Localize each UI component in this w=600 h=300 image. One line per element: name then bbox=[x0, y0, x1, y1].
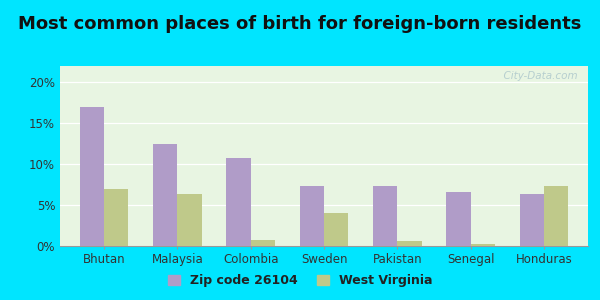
Bar bbox=[104, 189, 128, 246]
Bar bbox=[544, 186, 568, 246]
Bar bbox=[470, 244, 495, 246]
Bar bbox=[226, 158, 251, 246]
Bar bbox=[178, 194, 202, 246]
Bar bbox=[520, 194, 544, 246]
Bar bbox=[153, 144, 178, 246]
Bar bbox=[373, 186, 397, 246]
Bar bbox=[80, 107, 104, 246]
Bar bbox=[446, 192, 470, 246]
Text: City-Data.com: City-Data.com bbox=[497, 71, 577, 81]
Bar bbox=[251, 240, 275, 246]
Legend: Zip code 26104, West Virginia: Zip code 26104, West Virginia bbox=[164, 270, 436, 291]
Bar bbox=[397, 241, 422, 246]
Text: Most common places of birth for foreign-born residents: Most common places of birth for foreign-… bbox=[19, 15, 581, 33]
Bar bbox=[324, 213, 348, 246]
Bar bbox=[300, 186, 324, 246]
